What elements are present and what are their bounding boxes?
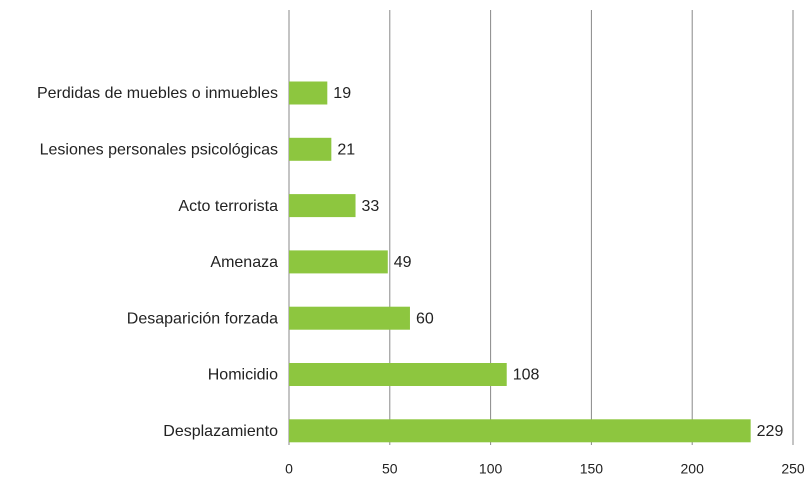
y-tick-label: Amenaza xyxy=(210,254,278,271)
x-tick-label: 50 xyxy=(382,461,398,477)
data-label: 19 xyxy=(333,85,351,102)
y-tick-label: Acto terrorista xyxy=(178,198,278,215)
y-tick-label: Desaparición forzada xyxy=(127,310,278,327)
bar xyxy=(289,81,328,105)
x-tick-label: 250 xyxy=(781,461,805,477)
bar xyxy=(289,194,356,218)
data-label: 21 xyxy=(337,142,355,159)
bar xyxy=(289,419,751,443)
y-tick-label: Lesiones personales psicológicas xyxy=(40,142,278,159)
data-label: 49 xyxy=(394,254,412,271)
y-tick-label: Desplazamiento xyxy=(163,423,278,440)
x-tick-label: 0 xyxy=(285,461,293,477)
y-tick-label: Perdidas de muebles o inmuebles xyxy=(37,85,278,102)
bar xyxy=(289,363,507,386)
x-tick-label: 200 xyxy=(681,461,705,477)
y-tick-label: Homicidio xyxy=(208,367,278,384)
data-label: 60 xyxy=(416,310,434,327)
bar xyxy=(289,250,388,274)
data-label: 229 xyxy=(757,423,784,440)
x-tick-label: 100 xyxy=(479,461,503,477)
x-tick-label: 150 xyxy=(580,461,604,477)
data-label: 108 xyxy=(513,367,540,384)
data-label: 33 xyxy=(362,198,380,215)
bar xyxy=(289,137,332,161)
bar xyxy=(289,306,410,330)
